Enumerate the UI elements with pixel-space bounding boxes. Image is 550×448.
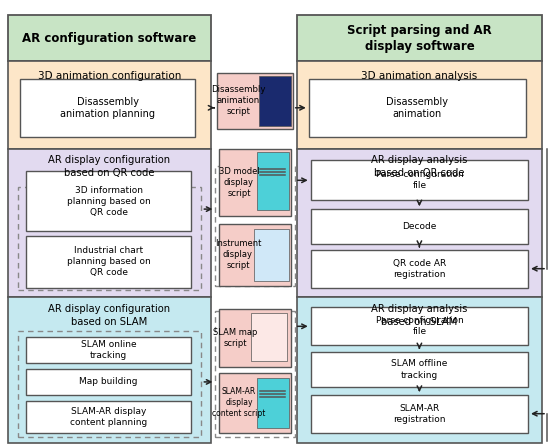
Bar — [215, 311, 295, 436]
Bar — [26, 369, 191, 395]
Bar — [251, 314, 287, 361]
Bar — [297, 61, 542, 149]
Bar — [311, 395, 528, 433]
Bar — [311, 209, 528, 244]
Text: Industrial chart
planning based on
QR code: Industrial chart planning based on QR co… — [67, 246, 150, 277]
Bar — [217, 73, 293, 129]
Text: SLAM offline
tracking: SLAM offline tracking — [391, 359, 448, 379]
Text: AR configuration software: AR configuration software — [23, 32, 197, 45]
Bar — [215, 166, 295, 285]
Bar — [257, 378, 289, 427]
Text: Disassembly
animation: Disassembly animation — [387, 97, 448, 119]
Bar — [8, 297, 211, 443]
Bar — [297, 297, 542, 443]
Bar — [26, 236, 191, 288]
Text: Disassembly
animation planning: Disassembly animation planning — [60, 97, 155, 119]
Text: Decode: Decode — [402, 222, 437, 231]
Text: Parse configuration
file: Parse configuration file — [376, 316, 463, 336]
Bar — [219, 373, 291, 433]
Text: Script parsing and AR
display software: Script parsing and AR display software — [347, 24, 492, 53]
Text: SLAM-AR
registration: SLAM-AR registration — [393, 404, 446, 424]
Text: 3D information
planning based on
QR code: 3D information planning based on QR code — [67, 185, 150, 217]
Bar — [8, 15, 211, 61]
Bar — [219, 149, 291, 216]
Bar — [309, 79, 526, 137]
Bar — [311, 352, 528, 387]
Bar — [26, 337, 191, 363]
Bar — [311, 307, 528, 345]
Bar — [26, 401, 191, 433]
Bar — [219, 224, 291, 285]
Bar — [255, 229, 289, 280]
Text: AR display analysis
based on SLAM: AR display analysis based on SLAM — [371, 304, 467, 327]
Bar — [297, 15, 542, 61]
Text: 3D animation configuration: 3D animation configuration — [38, 71, 181, 81]
Text: Instrument
display
script: Instrument display script — [214, 239, 261, 271]
Text: 3D model
display
script: 3D model display script — [218, 167, 259, 198]
Text: SLAM map
script: SLAM map script — [213, 328, 257, 348]
Text: AR display configuration
based on QR code: AR display configuration based on QR cod… — [48, 155, 170, 177]
Text: SLAM online
tracking: SLAM online tracking — [81, 340, 136, 360]
Bar — [8, 61, 211, 149]
Text: Map building: Map building — [79, 377, 138, 387]
Bar — [18, 331, 201, 436]
Bar — [311, 160, 528, 200]
Bar — [219, 310, 291, 367]
Bar — [311, 250, 528, 288]
Bar — [257, 152, 289, 210]
Bar — [8, 149, 211, 297]
Text: SLAM-AR
display
content script: SLAM-AR display content script — [212, 387, 266, 418]
Text: Parse configuration
file: Parse configuration file — [376, 170, 463, 190]
Text: SLAM-AR display
content planning: SLAM-AR display content planning — [70, 407, 147, 427]
Bar — [297, 149, 542, 297]
Bar — [26, 172, 191, 231]
Text: AR display configuration
based on SLAM: AR display configuration based on SLAM — [48, 304, 170, 327]
Text: AR display analysis
based on QR code: AR display analysis based on QR code — [371, 155, 467, 177]
Bar — [20, 79, 195, 137]
Bar — [259, 76, 291, 126]
Text: Disassembly
animation
script: Disassembly animation script — [211, 85, 265, 116]
Text: 3D animation analysis: 3D animation analysis — [361, 71, 477, 81]
Text: QR code AR
registration: QR code AR registration — [393, 258, 446, 279]
Bar — [18, 187, 201, 289]
